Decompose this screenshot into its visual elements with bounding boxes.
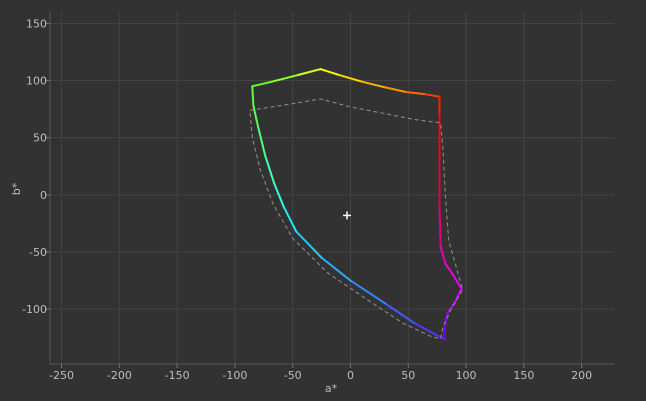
gamut-segment (251, 85, 255, 107)
gamut-segment (439, 245, 447, 265)
x-tick-label: 0 (347, 369, 354, 382)
x-tick-label: 100 (456, 369, 477, 382)
x-tick-label: 50 (401, 369, 415, 382)
gamut-segment (251, 80, 273, 88)
x-axis-ticks: -250 -200 -150 -100 -50 0 50 100 150 200 (49, 364, 592, 382)
gamut-segment (438, 205, 442, 248)
gamut-segment (413, 321, 439, 337)
gamut-segment (273, 182, 285, 208)
y-tick-label: 150 (26, 17, 47, 30)
gamut-segment (444, 262, 456, 279)
y-tick-label: 0 (40, 189, 47, 202)
x-tick-label: -100 (222, 369, 247, 382)
x-tick-label: -150 (165, 369, 190, 382)
gamut-segment (349, 279, 387, 305)
gamut-segment (384, 86, 407, 93)
gamut-segment (264, 153, 276, 185)
gamut-segment (453, 276, 463, 290)
gamut-segment (297, 68, 322, 76)
y-tick-label: -100 (22, 303, 47, 316)
gamut-segment (295, 230, 323, 259)
plot-frame (49, 12, 614, 365)
gamut-segment (337, 73, 363, 83)
y-axis-ticks: -100 -50 0 50 100 150 (22, 17, 50, 316)
markers (343, 211, 352, 220)
gamut-segment (443, 323, 447, 340)
x-tick-label: 150 (513, 369, 534, 382)
x-tick-label: -250 (49, 369, 74, 382)
x-tick-label: -200 (107, 369, 132, 382)
gamut-segment (282, 205, 298, 233)
x-axis-label: a* (325, 382, 338, 395)
gamut-segment (361, 80, 387, 89)
gamut-segment (252, 104, 259, 128)
grid (50, 12, 614, 364)
x-tick-label: -50 (284, 369, 302, 382)
gamut-segment (453, 287, 463, 305)
gamut-segment (424, 93, 441, 98)
gamut-segment (384, 302, 416, 324)
y-tick-label: 50 (33, 132, 47, 145)
y-tick-label: 100 (26, 75, 47, 88)
gamut-segment (319, 68, 340, 76)
gamut-segment (270, 73, 300, 83)
x-tick-label: 200 (571, 369, 592, 382)
series-group (249, 68, 464, 340)
gamut-segment (405, 91, 427, 96)
y-axis-label: b* (10, 182, 23, 195)
dashed-gamut-outline (249, 98, 464, 340)
gamut-segment (320, 256, 352, 282)
gamut-segment (257, 125, 266, 156)
y-tick-label: -50 (29, 246, 47, 259)
